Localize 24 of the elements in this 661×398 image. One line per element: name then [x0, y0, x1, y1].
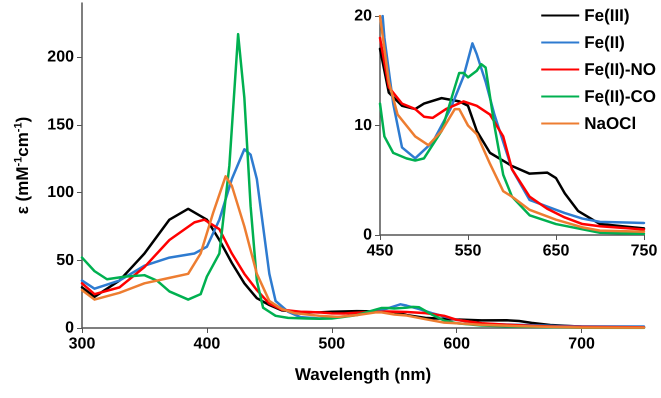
x-axis-title: Wavelength (nm) — [294, 365, 432, 384]
legend-label: NaOCl — [584, 114, 636, 133]
x-tick-label: 300 — [68, 336, 96, 352]
x-tick-label: 400 — [194, 336, 220, 352]
legend-label: Fe(III) — [584, 6, 630, 25]
x-tick-label: 700 — [568, 336, 595, 352]
y-tick-label: 100 — [47, 184, 74, 202]
y-tick-label: 200 — [47, 48, 74, 66]
y-axis-title: ε (mM-1cm-1) — [12, 116, 32, 214]
y-tick-label: 20 — [354, 8, 372, 24]
x-tick-label: 500 — [318, 336, 346, 352]
y-tick-label: 0 — [363, 226, 372, 244]
legend-label: Fe(II) — [584, 33, 625, 52]
y-tick-label: 10 — [354, 117, 372, 134]
x-tick-label: 550 — [454, 242, 482, 260]
x-tick-label: 450 — [366, 242, 394, 260]
y-tick-label: 0 — [65, 320, 74, 336]
x-tick-label: 650 — [542, 242, 570, 260]
y-tick-label: 150 — [47, 116, 74, 134]
x-tick-label: 750 — [630, 242, 658, 260]
legend-label: Fe(II)-NO — [584, 60, 656, 79]
legend-label: Fe(II)-CO — [584, 87, 656, 106]
y-tick-label: 50 — [56, 252, 74, 269]
x-tick-label: 600 — [443, 336, 470, 352]
